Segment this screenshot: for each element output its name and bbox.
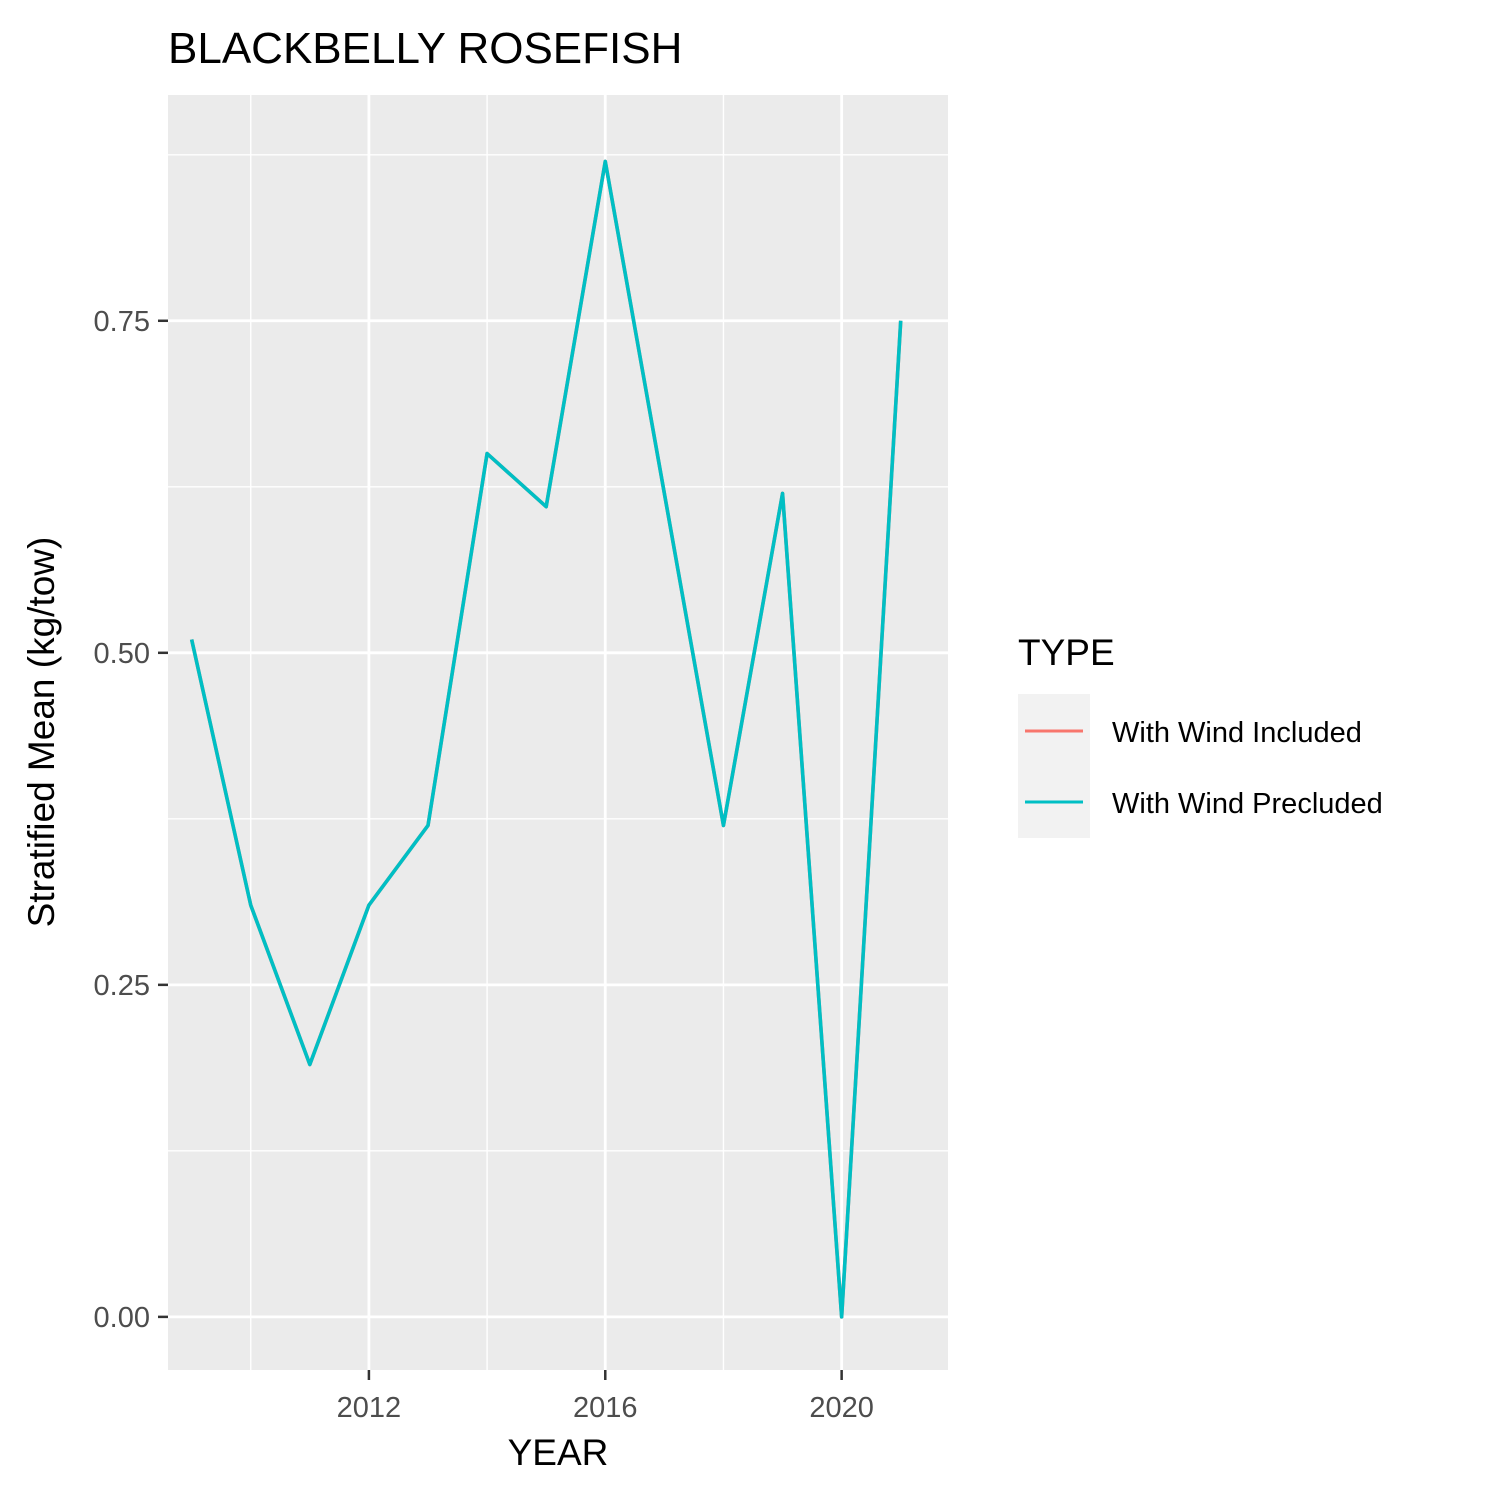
x-tick-label: 2016 [573,1392,638,1424]
legend-keys-background [1018,694,1090,838]
y-tick-label: 0.00 [94,1302,150,1334]
series-layer [189,159,903,1319]
x-axis: 2012 2016 2020 [337,1370,874,1424]
y-axis: 0.00 0.25 0.50 0.75 [94,306,168,1334]
y-tick-label: 0.75 [94,306,150,338]
x-axis-title: YEAR [508,1432,609,1473]
x-tick-label: 2012 [337,1392,402,1424]
legend: TYPE With Wind Included With Wind Preclu… [1018,632,1383,838]
y-tick-label: 0.25 [94,970,150,1002]
grid-major [168,95,948,1370]
legend-title: TYPE [1018,632,1115,673]
chart-title: BLACKBELLY ROSEFISH [168,24,682,73]
y-tick-label: 0.50 [94,638,150,670]
series-line-with-wind-precluded [189,159,903,1319]
x-tick-label: 2020 [809,1392,874,1424]
legend-label-with-wind-precluded: With Wind Precluded [1112,788,1383,820]
plot-panel [168,95,948,1370]
panel-background [168,95,948,1370]
grid-minor [168,95,948,1370]
legend-label-with-wind-included: With Wind Included [1112,717,1362,749]
y-axis-title: Stratified Mean (kg/tow) [21,537,62,928]
